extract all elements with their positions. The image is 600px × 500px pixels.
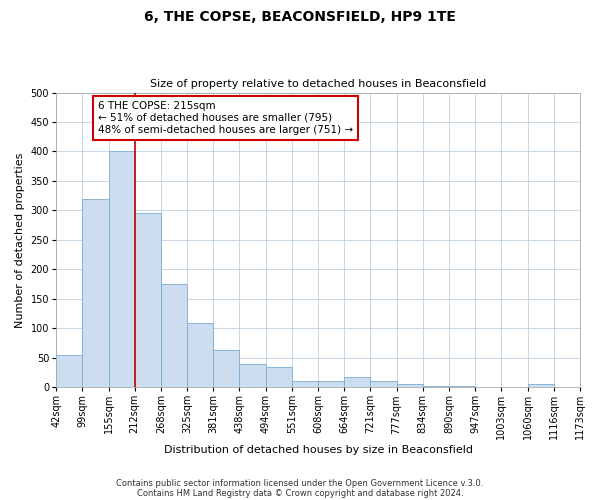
Bar — [423, 386, 449, 387]
Bar — [213, 350, 239, 387]
Bar — [397, 384, 423, 387]
Bar — [109, 152, 135, 387]
Text: 6, THE COPSE, BEACONSFIELD, HP9 1TE: 6, THE COPSE, BEACONSFIELD, HP9 1TE — [144, 10, 456, 24]
Bar — [449, 386, 475, 387]
Text: Contains HM Land Registry data © Crown copyright and database right 2024.: Contains HM Land Registry data © Crown c… — [137, 488, 463, 498]
Bar — [82, 198, 109, 387]
Bar — [135, 214, 161, 387]
Text: 6 THE COPSE: 215sqm
← 51% of detached houses are smaller (795)
48% of semi-detac: 6 THE COPSE: 215sqm ← 51% of detached ho… — [98, 102, 353, 134]
Bar — [370, 381, 397, 387]
Title: Size of property relative to detached houses in Beaconsfield: Size of property relative to detached ho… — [150, 79, 486, 89]
Bar — [266, 366, 292, 387]
Bar — [239, 364, 266, 387]
Bar — [318, 381, 344, 387]
Bar — [527, 384, 554, 387]
Text: Contains public sector information licensed under the Open Government Licence v.: Contains public sector information licen… — [116, 478, 484, 488]
Bar — [187, 324, 213, 387]
Y-axis label: Number of detached properties: Number of detached properties — [15, 152, 25, 328]
Bar — [292, 381, 318, 387]
X-axis label: Distribution of detached houses by size in Beaconsfield: Distribution of detached houses by size … — [164, 445, 473, 455]
Bar — [161, 284, 187, 387]
Bar — [56, 354, 82, 387]
Bar — [344, 377, 370, 387]
